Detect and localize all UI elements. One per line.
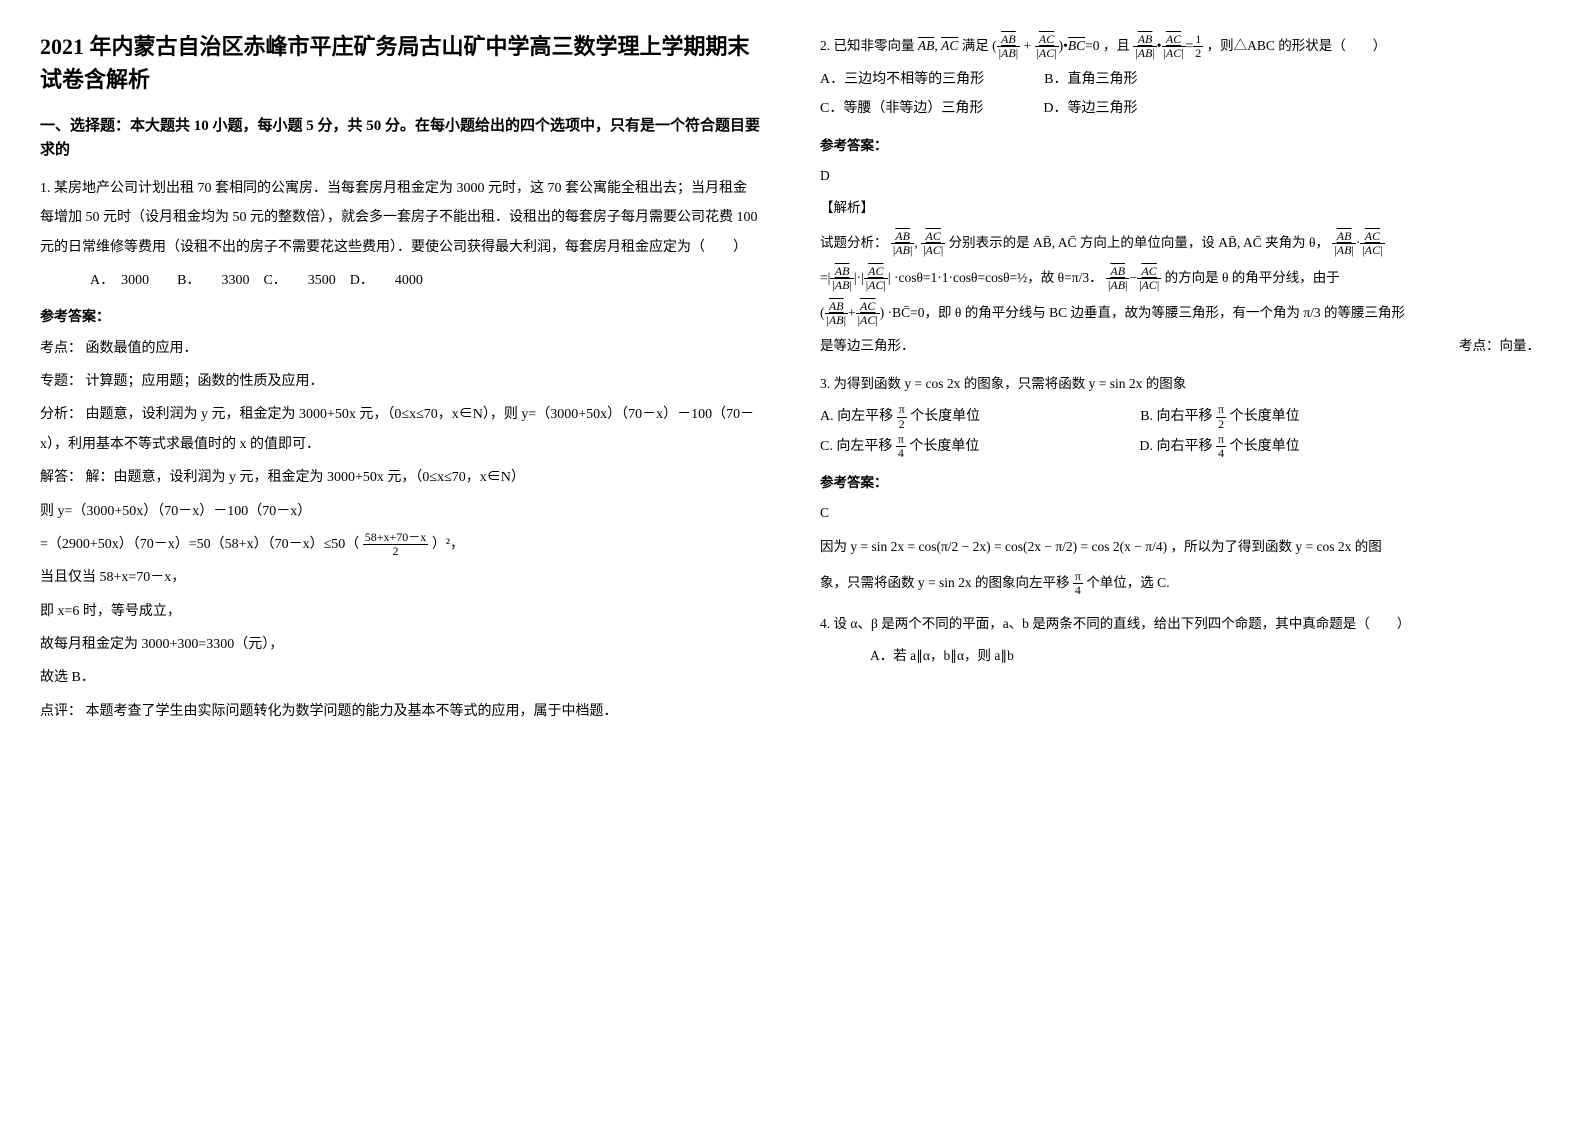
text: 本题考查了学生由实际问题转化为数学问题的能力及基本不等式的应用，属于中档题． [86, 704, 618, 719]
answer-label: 参考答案： [820, 134, 1540, 154]
text: 个单位，选 C. [1086, 575, 1169, 590]
label: 解答： [40, 470, 82, 485]
text: 象，只需将函数 y = sin 2x 的图象向左平移 [820, 575, 1073, 590]
page-title: 2021 年内蒙古自治区赤峰市平庄矿务局古山矿中学高三数学理上学期期末试卷含解析 [40, 30, 760, 96]
label: 考点： [40, 341, 82, 356]
math-expr: (AB|AB| + AC|AC|)•BC=0 [992, 38, 1103, 53]
analysis-row: 考点： 函数最值的应用． [40, 334, 760, 363]
analysis-row: 专题： 计算题；应用题；函数的性质及应用． [40, 367, 760, 396]
analysis-text: (AB|AB|+AC|AC|) ·BC̄=0，即 θ 的角平分线与 BC 边垂直… [820, 297, 1540, 328]
section-heading: 一、选择题：本大题共 10 小题，每小题 5 分，共 50 分。在每小题给出的四… [40, 114, 760, 162]
question-options: A． 3000 B． 3300 C． 3500 D． 4000 [90, 266, 760, 295]
fraction: AB|AB| [891, 230, 914, 257]
analysis-text: 当且仅当 58+x=70－x， [40, 563, 760, 592]
text: 计算题；应用题；函数的性质及应用． [86, 374, 324, 389]
analysis-text: 即 x=6 时，等号成立， [40, 597, 760, 626]
option-row: A．三边均不相等的三角形 B．直角三角形 [820, 65, 1540, 94]
text: 2. 已知非零向量 [820, 38, 918, 53]
text: 函数最值的应用． [86, 341, 198, 356]
label: 分析： [40, 407, 82, 422]
math-expr: y = sin 2x = cos(π/2 − 2x) = cos(2x − π/… [850, 539, 1167, 554]
option-a: A. 向左平移 π2 个长度单位 [820, 402, 980, 431]
text: 由题意，设利润为 y 元，租金定为 3000+50x 元，（0≤x≤70，x∈N… [40, 407, 754, 451]
analysis-text: =|AB|AB||·|AC|AC|| ·cosθ=1·1·cosθ=cosθ=½… [820, 262, 1540, 293]
question-stem: 1. 某房地产公司计划出租 70 套相同的公寓房．当每套房月租金定为 3000 … [40, 174, 760, 262]
answer-value: C [820, 499, 1540, 527]
text: ·BC̄=0，即 θ 的角平分线与 BC 边垂直，故为等腰三角形，有一个角为 π… [888, 305, 1405, 320]
option-d: D．等边三角形 [1043, 94, 1137, 123]
analysis-text: 故每月租金定为 3000+300=3300（元）， [40, 630, 760, 659]
option-b: B．直角三角形 [1044, 65, 1137, 94]
analysis-row: 点评： 本题考查了学生由实际问题转化为数学问题的能力及基本不等式的应用，属于中档… [40, 697, 760, 726]
analysis-text: 因为 y = sin 2x = cos(π/2 − 2x) = cos(2x −… [820, 531, 1540, 562]
math-vectors: AB, AC [918, 38, 959, 53]
text: =（2900+50x）（70－x）=50（58+x）（70－x）≤50（ [40, 537, 359, 552]
answer-label: 参考答案： [820, 471, 1540, 491]
option-row: C．等腰（非等边）三角形 D．等边三角形 [820, 94, 1540, 123]
analysis-row: 解答： 解：由题意，设利润为 y 元，租金定为 3000+50x 元，（0≤x≤… [40, 463, 760, 492]
label: 点评： [40, 704, 82, 719]
text: ，所以为了得到函数 y = cos 2x 的图 [1170, 539, 1381, 554]
option-c: C. 向左平移 π4 个长度单位 [820, 432, 979, 461]
analysis-row: 分析： 由题意，设利润为 y 元，租金定为 3000+50x 元，（0≤x≤70… [40, 400, 760, 459]
jiexi-label: 【解析】 [820, 194, 1540, 222]
answer-label: 参考答案： [40, 306, 760, 326]
text: 解：由题意，设利润为 y 元，租金定为 3000+50x 元，（0≤x≤70，x… [86, 470, 525, 485]
text: ·cosθ=1·1·cosθ=cosθ=½，故 θ=π/3． [894, 270, 1103, 285]
text: ，且 [1103, 38, 1133, 53]
fraction: 58+x+70－x 2 [363, 531, 429, 558]
numerator: 58+x+70－x [363, 531, 429, 545]
option-d: D. 向右平移 π4 个长度单位 [1139, 432, 1299, 461]
fraction: π4 [1073, 570, 1083, 597]
kaodian: 考点：向量． [1459, 332, 1540, 360]
analysis-text: 则 y=（3000+50x）（70－x）－100（70－x） [40, 497, 760, 526]
text: 是等边三角形． [820, 332, 915, 360]
fraction: AC|AC| [921, 230, 945, 257]
text: 因为 [820, 539, 850, 554]
text: 的方向是 θ 的角平分线，由于 [1165, 270, 1340, 285]
option-a: A．若 a∥α，b∥α，则 a∥b [870, 642, 1540, 670]
analysis-text: 故选 B． [40, 663, 760, 692]
text: ，则△ABC 的形状是（ ） [1207, 38, 1387, 53]
option-c: C．等腰（非等边）三角形 [820, 94, 983, 123]
question-stem: 3. 为得到函数 y = cos 2x 的图象，只需将函数 y = sin 2x… [820, 370, 1540, 398]
math-expr: AB|AB|•AC|AC|=12 [1133, 38, 1206, 53]
fraction: AB|AB| [1332, 230, 1355, 257]
label: 试题分析： [820, 235, 888, 250]
option-a: A．三边均不相等的三角形 [820, 65, 984, 94]
question-stem: 4. 设 α、β 是两个不同的平面，a、b 是两条不同的直线，给出下列四个命题，… [820, 610, 1540, 638]
text: 分别表示的是 AB̄, AC̄ 方向上的单位向量，设 AB̄, AC̄ 夹角为 … [949, 235, 1329, 250]
option-row: A. 向左平移 π2 个长度单位 B. 向右平移 π2 个长度单位 [820, 402, 1540, 431]
analysis-text: =（2900+50x）（70－x）=50（58+x）（70－x）≤50（ 58+… [40, 530, 760, 559]
option-b: B. 向右平移 π2 个长度单位 [1140, 402, 1299, 431]
option-row: C. 向左平移 π4 个长度单位 D. 向右平移 π4 个长度单位 [820, 432, 1540, 461]
text: ）²， [432, 537, 464, 552]
question-stem: 2. 已知非零向量 AB, AC 满足 (AB|AB| + AC|AC|)•BC… [820, 30, 1540, 61]
analysis-text: 试题分析： AB|AB|, AC|AC| 分别表示的是 AB̄, AC̄ 方向上… [820, 227, 1540, 258]
fraction: AC|AC| [1360, 230, 1384, 257]
analysis-text: 是等边三角形． 考点：向量． [820, 332, 1540, 360]
analysis-text: 象，只需将函数 y = sin 2x 的图象向左平移 π4 个单位，选 C. [820, 567, 1540, 598]
text: 满足 [962, 38, 992, 53]
denominator: 2 [363, 545, 429, 558]
answer-value: D [820, 162, 1540, 190]
label: 专题： [40, 374, 82, 389]
